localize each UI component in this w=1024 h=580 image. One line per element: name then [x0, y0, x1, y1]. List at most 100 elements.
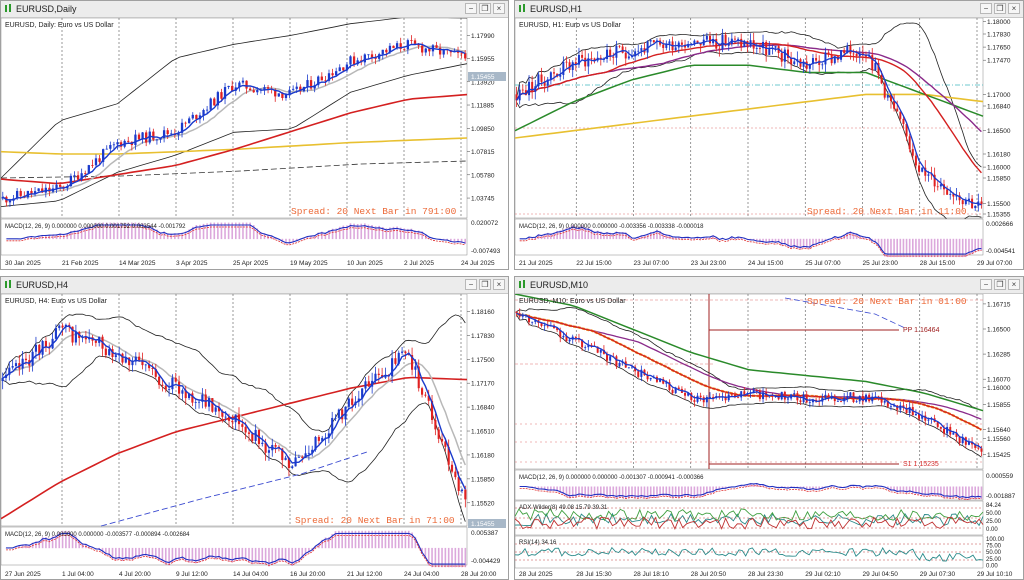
candle: [80, 173, 83, 180]
window-titlebar[interactable]: EURUSD,M10 − ❐ ×: [515, 277, 1023, 294]
macd-bar: [41, 537, 44, 549]
candle: [980, 201, 983, 205]
candle: [227, 416, 231, 421]
price-axis-label: 1.16840: [471, 405, 495, 412]
price-axis-label: 1.15355: [987, 212, 1011, 219]
macd-bar: [955, 238, 958, 258]
macd-bar: [674, 236, 677, 240]
macd-bar: [933, 486, 936, 496]
window-titlebar[interactable]: EURUSD,H1 − ❐ ×: [515, 1, 1023, 18]
candle: [216, 92, 220, 106]
candle: [162, 130, 166, 138]
candle: [964, 200, 967, 205]
macd-bar: [397, 530, 400, 549]
close-button[interactable]: ×: [1008, 3, 1020, 14]
time-axis-label: 29 Jul 07:30: [920, 571, 956, 578]
candle: [528, 315, 531, 323]
macd-bar: [877, 238, 880, 247]
candle: [843, 50, 846, 54]
candle: [119, 142, 123, 147]
candle: [205, 109, 209, 111]
minimize-button[interactable]: −: [980, 3, 992, 14]
candle: [430, 400, 434, 420]
macd-bar: [556, 486, 558, 492]
candle: [213, 98, 216, 106]
chart-window-h4[interactable]: EURUSD,H4 − ❐ × EURUSD, H4: Euro vs US D…: [0, 276, 509, 580]
candle: [790, 57, 793, 65]
macd-bar: [258, 547, 260, 565]
candle: [331, 417, 334, 434]
macd-bar: [634, 486, 636, 498]
macd-bar: [135, 547, 137, 558]
close-button[interactable]: ×: [493, 3, 505, 14]
macd-bar: [324, 537, 327, 549]
chart-window-m10[interactable]: EURUSD,M10 − ❐ × EURUSD, M10: Euro vs US…: [514, 276, 1024, 580]
window-titlebar[interactable]: EURUSD,H4 − ❐ ×: [1, 277, 508, 294]
minimize-button[interactable]: −: [465, 3, 477, 14]
candle: [94, 158, 98, 166]
macd-bar: [91, 225, 94, 240]
macd-bar: [457, 238, 459, 243]
macd-bar: [849, 485, 852, 487]
time-axis-label: 25 Apr 2025: [233, 260, 268, 267]
candle: [464, 489, 467, 500]
time-axis-label: 14 Jul 04:00: [233, 571, 269, 578]
macd-bar: [159, 232, 162, 240]
candle: [752, 390, 755, 393]
macd-bar: [693, 486, 696, 498]
restore-button[interactable]: ❐: [994, 3, 1006, 14]
window-title: EURUSD,H1: [530, 4, 583, 14]
candle: [384, 374, 387, 378]
spread-info: Spread: 20 Next Bar in 791:00: [291, 206, 457, 217]
time-axis-label: 24 Jul 15:00: [748, 260, 784, 267]
price-axis-label: 1.15855: [987, 402, 1011, 409]
macd-bar: [221, 547, 224, 561]
restore-button[interactable]: ❐: [994, 279, 1006, 290]
chart-window-h1[interactable]: EURUSD,H1 − ❐ × EURUSD, H1: Euro vs US D…: [514, 0, 1024, 270]
candle: [209, 98, 212, 110]
macd-bar: [306, 236, 309, 240]
candle: [783, 49, 786, 62]
macd-bar: [249, 222, 251, 240]
candle: [435, 45, 438, 48]
candle: [568, 62, 571, 71]
macd-main-line: [6, 535, 466, 567]
candle: [924, 415, 927, 421]
macd-bar: [603, 232, 605, 240]
minimize-button[interactable]: −: [980, 279, 992, 290]
macd-bar: [374, 530, 377, 549]
window-titlebar[interactable]: EURUSD,Daily − ❐ ×: [1, 1, 508, 18]
time-axis-label: 25 Jul 07:00: [805, 260, 841, 267]
macd-bar: [702, 486, 705, 496]
close-button[interactable]: ×: [1008, 279, 1020, 290]
candle: [264, 442, 267, 453]
macd-bar: [615, 486, 618, 499]
macd-bar: [181, 547, 184, 559]
price-chart[interactable]: EURUSD, H1: Euro vs US Dollar Spread: 20…: [515, 18, 1023, 269]
macd-bar: [371, 225, 373, 240]
minimize-button[interactable]: −: [465, 279, 477, 290]
price-axis-label: 1.15560: [987, 436, 1011, 443]
restore-button[interactable]: ❐: [479, 3, 491, 14]
bbl-indicator-line: [2, 355, 466, 522]
restore-button[interactable]: ❐: [479, 279, 491, 290]
close-button[interactable]: ×: [493, 279, 505, 290]
macd-bar: [102, 222, 104, 240]
candle: [177, 132, 180, 136]
price-axis-label: 1.15500: [987, 201, 1011, 208]
macd-bar: [849, 231, 852, 240]
macd-main-line: [519, 485, 982, 500]
macd-bar: [145, 225, 147, 240]
macd-bar: [656, 486, 658, 498]
macd-subwindow[interactable]: [515, 218, 984, 256]
candle: [833, 56, 836, 64]
macd-bar: [450, 238, 452, 243]
macd-bar: [740, 485, 742, 487]
price-chart[interactable]: EURUSD, M10: Euro vs US Dollar Spread: 2…: [515, 294, 1023, 579]
price-chart[interactable]: EURUSD, H4: Euro vs US Dollar Spread: 20…: [1, 294, 508, 579]
candle: [170, 133, 173, 135]
macd-bar: [98, 222, 101, 240]
chart-window-daily[interactable]: EURUSD,Daily − ❐ × EURUSD, Daily: Euro v…: [0, 0, 509, 270]
price-chart[interactable]: EURUSD, Daily: Euro vs US Dollar Spread:…: [1, 18, 508, 269]
candle: [768, 48, 771, 55]
